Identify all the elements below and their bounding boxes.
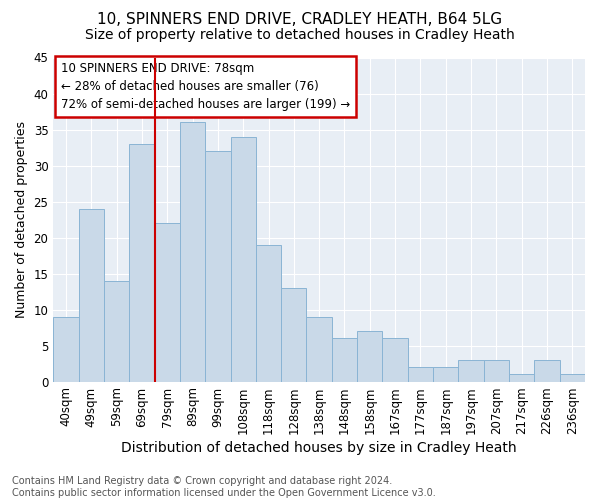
- Bar: [53, 317, 79, 382]
- Text: 10 SPINNERS END DRIVE: 78sqm
← 28% of detached houses are smaller (76)
72% of se: 10 SPINNERS END DRIVE: 78sqm ← 28% of de…: [61, 62, 350, 112]
- Text: Contains HM Land Registry data © Crown copyright and database right 2024.
Contai: Contains HM Land Registry data © Crown c…: [12, 476, 436, 498]
- Bar: [230, 136, 256, 382]
- Bar: [129, 144, 155, 382]
- Bar: [433, 367, 458, 382]
- Bar: [205, 151, 230, 382]
- Bar: [484, 360, 509, 382]
- Y-axis label: Number of detached properties: Number of detached properties: [15, 121, 28, 318]
- Bar: [281, 288, 307, 382]
- Bar: [256, 244, 281, 382]
- Bar: [509, 374, 535, 382]
- Bar: [104, 280, 129, 382]
- Bar: [307, 317, 332, 382]
- Bar: [458, 360, 484, 382]
- Bar: [180, 122, 205, 382]
- Bar: [155, 223, 180, 382]
- Bar: [560, 374, 585, 382]
- X-axis label: Distribution of detached houses by size in Cradley Heath: Distribution of detached houses by size …: [121, 441, 517, 455]
- Bar: [535, 360, 560, 382]
- Bar: [382, 338, 408, 382]
- Bar: [79, 208, 104, 382]
- Text: Size of property relative to detached houses in Cradley Heath: Size of property relative to detached ho…: [85, 28, 515, 42]
- Bar: [332, 338, 357, 382]
- Text: 10, SPINNERS END DRIVE, CRADLEY HEATH, B64 5LG: 10, SPINNERS END DRIVE, CRADLEY HEATH, B…: [97, 12, 503, 28]
- Bar: [357, 331, 382, 382]
- Bar: [408, 367, 433, 382]
